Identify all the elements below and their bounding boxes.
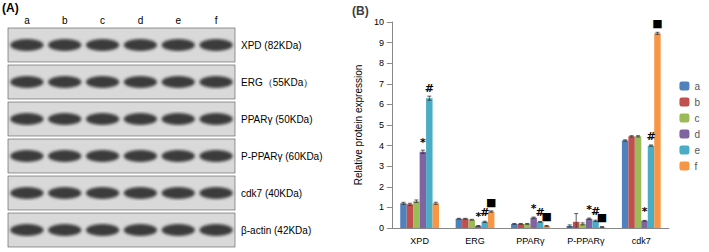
svg-text:cdk7: cdk7	[632, 236, 651, 246]
svg-text:2: 2	[379, 182, 384, 192]
svg-text:1: 1	[379, 202, 384, 212]
svg-text:ERG（55KDa）: ERG（55KDa）	[241, 77, 313, 88]
svg-text:(A): (A)	[2, 1, 19, 15]
svg-text:Relative protein expression: Relative protein expression	[353, 65, 364, 186]
svg-text:f: f	[694, 161, 697, 172]
svg-text:■: ■	[486, 196, 496, 209]
svg-text:P-PPARγ (60KDa): P-PPARγ (60KDa)	[241, 151, 323, 162]
svg-text:f: f	[215, 15, 218, 26]
svg-text:5: 5	[379, 120, 384, 130]
svg-text:b: b	[62, 15, 68, 26]
svg-text:d: d	[694, 129, 700, 140]
svg-text:PPARγ (50KDa): PPARγ (50KDa)	[241, 114, 313, 125]
svg-text:a: a	[694, 81, 700, 92]
svg-text:PPARγ: PPARγ	[516, 236, 545, 246]
svg-text:7: 7	[379, 79, 384, 89]
svg-text:6: 6	[379, 99, 384, 109]
svg-text:3: 3	[379, 161, 384, 171]
svg-text:XPD: XPD	[410, 236, 429, 246]
svg-text:10: 10	[374, 17, 384, 27]
svg-text:#: #	[425, 82, 434, 95]
svg-text:P-PPARγ: P-PPARγ	[567, 236, 605, 246]
svg-text:9: 9	[379, 38, 384, 48]
svg-text:*: *	[420, 136, 426, 149]
svg-text:■: ■	[597, 211, 607, 224]
svg-text:(B): (B)	[352, 4, 369, 18]
svg-text:XPD (82KDa): XPD (82KDa)	[241, 40, 302, 51]
svg-text:8: 8	[379, 58, 384, 68]
svg-text:4: 4	[379, 141, 384, 151]
svg-text:d: d	[138, 15, 144, 26]
svg-text:a: a	[24, 15, 30, 26]
svg-text:■: ■	[652, 17, 662, 30]
svg-text:ERG: ERG	[465, 236, 485, 246]
svg-text:c: c	[694, 113, 699, 124]
svg-text:b: b	[694, 97, 700, 108]
svg-text:e: e	[175, 15, 181, 26]
svg-text:0: 0	[379, 223, 384, 233]
svg-text:#: #	[646, 130, 655, 143]
svg-text:β-actin (42KDa): β-actin (42KDa)	[241, 225, 311, 236]
svg-text:c: c	[100, 15, 105, 26]
svg-text:■: ■	[541, 210, 551, 223]
svg-text:e: e	[694, 145, 700, 156]
svg-text:*: *	[642, 205, 648, 218]
svg-text:cdk7 (40KDa): cdk7 (40KDa)	[241, 188, 302, 199]
